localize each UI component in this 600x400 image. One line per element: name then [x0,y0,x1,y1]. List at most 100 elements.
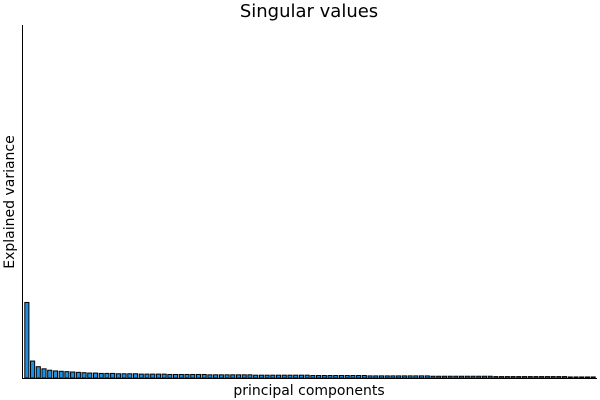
bar-28 [178,373,184,379]
bar-60 [361,375,367,379]
bar-20 [132,373,139,379]
bar-88 [521,376,528,379]
bar-63 [378,375,385,379]
bar-53 [321,375,327,379]
bar-9 [70,371,76,379]
bar-48 [293,374,299,379]
bar-31 [195,373,202,379]
bar-25 [161,373,167,379]
bar-15 [104,372,110,379]
chart-title: Singular values [240,1,378,22]
bar-2 [30,360,36,379]
bar-5 [47,369,53,379]
x-axis-label: principal components [233,383,384,399]
bar-70 [418,375,425,379]
bar-1 [24,301,30,379]
bar-41 [253,374,259,379]
bar-73 [436,375,442,379]
bar-26 [167,373,173,379]
bars-group [24,301,596,379]
bar-49 [298,374,304,379]
bar-13 [92,372,99,379]
bar-10 [75,371,81,379]
bar-40 [247,374,253,379]
bar-54 [327,375,333,379]
bar-86 [510,376,516,379]
bar-35 [218,374,224,379]
bar-84 [499,376,505,379]
bar-94 [556,376,562,379]
bar-16 [110,372,116,379]
bar-65 [390,375,396,379]
bar-98 [579,376,585,379]
bar-55 [333,375,339,379]
bar-29 [184,373,190,379]
bar-83 [493,376,499,379]
bar-85 [504,376,510,379]
bar-42 [258,374,264,379]
bar-95 [561,376,568,379]
bar-39 [241,374,247,379]
bar-34 [213,374,219,379]
bar-7 [58,370,64,379]
bar-33 [207,374,213,379]
y-axis-label: Explained variance [2,135,18,268]
bar-36 [224,374,230,379]
bar-89 [527,376,533,379]
bar-90 [533,376,539,379]
bar-11 [81,372,87,379]
bar-30 [190,373,196,379]
bar-57 [344,375,350,379]
bar-87 [516,376,522,379]
bar-19 [127,373,133,379]
bar-66 [396,375,402,379]
bar-46 [281,374,287,379]
bar-76 [453,375,459,379]
bar-80 [476,375,482,379]
bar-38 [235,374,242,379]
bar-56 [338,375,345,379]
bar-68 [407,375,413,379]
bar-69 [413,375,419,379]
bar-22 [144,373,150,379]
bar-59 [356,375,362,379]
bar-77 [459,375,465,379]
bar-91 [539,376,545,379]
bar-96 [567,376,573,379]
bar-52 [316,375,322,379]
bar-64 [384,375,390,379]
bar-14 [98,372,104,379]
bar-71 [424,375,430,379]
bar-43 [264,374,270,379]
bar-50 [304,374,310,379]
bar-45 [275,374,282,379]
bar-8 [64,371,70,379]
bar-58 [350,375,356,379]
bar-21 [138,373,144,379]
bar-79 [470,375,476,379]
bar-81 [481,375,488,379]
bar-62 [373,375,379,379]
bar-67 [401,375,407,379]
bar-32 [201,373,207,379]
bar-6 [52,370,59,379]
bar-37 [230,374,236,379]
bar-75 [447,375,453,379]
bar-92 [544,376,550,379]
bar-99 [584,376,590,379]
bar-24 [155,373,161,379]
bar-27 [173,373,179,379]
bar-78 [464,375,470,379]
bar-72 [430,375,436,379]
bar-3 [35,366,41,379]
bar-44 [270,374,276,379]
bar-100 [590,376,596,379]
bar-61 [367,375,373,379]
bar-4 [41,368,47,379]
bar-51 [310,375,316,379]
bar-93 [550,376,556,379]
bar-97 [573,376,579,379]
bar-12 [87,372,93,379]
bar-17 [115,373,121,379]
